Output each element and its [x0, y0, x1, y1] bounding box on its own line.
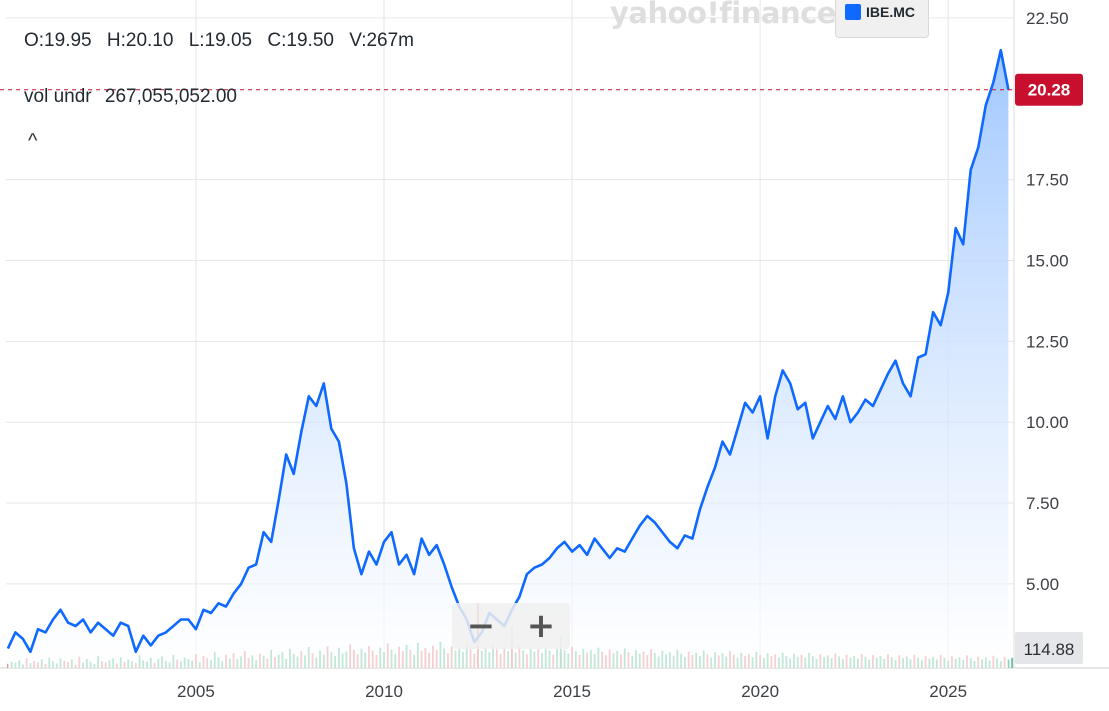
y-tick-label: 10.00: [1026, 413, 1069, 432]
volume-marker: [1015, 632, 1083, 664]
x-tick-label: 2015: [553, 682, 591, 701]
zoom-controls: − +: [452, 603, 570, 649]
last-price-label: 20.28: [1028, 81, 1071, 100]
x-tick-label: 2005: [177, 682, 215, 701]
axes: 5.00 7.50 10.00 12.50 15.00 17.50 22.50 2005 201…: [177, 9, 1083, 701]
volume-marker-label: 114.88: [1024, 640, 1075, 659]
legend-label: IBE.MC: [866, 4, 915, 20]
open-value: O:19.95: [24, 30, 92, 51]
y-tick-label: 15.00: [1026, 251, 1069, 270]
high-value: H:20.10: [106, 30, 174, 51]
close-value: C:19.50: [267, 30, 334, 51]
volume-value: V:267m: [349, 30, 415, 51]
last-price-marker: [1015, 73, 1083, 106]
volume-readout: vol undr 267,055,052.00: [24, 86, 245, 108]
x-tick-label: 2010: [365, 682, 403, 701]
ohlc-readout: O:19.95 H:20.10 L:19.05 C:19.50 V:267m: [24, 30, 424, 52]
low-value: L:19.05: [188, 30, 253, 51]
y-tick-label: 5.00: [1026, 575, 1059, 594]
y-tick-label: 7.50: [1026, 494, 1059, 513]
volume-bar: [1011, 657, 1014, 668]
zoom-out-button[interactable]: −: [466, 606, 496, 646]
x-tick-label: 2025: [929, 682, 967, 701]
legend-swatch: [845, 4, 861, 20]
yahoo-finance-watermark: yahoo!finance: [610, 0, 836, 30]
y-tick-label: 17.50: [1026, 171, 1069, 190]
volume-label: vol undr: [24, 86, 92, 107]
legend[interactable]: IBE.MC: [835, 0, 929, 38]
chevron-up-icon[interactable]: ^: [28, 130, 38, 152]
volume-number: 267,055,052.00: [104, 86, 237, 107]
y-tick-label: 12.50: [1026, 332, 1069, 351]
price-area: [7, 50, 1009, 668]
zoom-in-button[interactable]: +: [526, 606, 556, 646]
y-tick-label: 22.50: [1026, 9, 1069, 28]
price-area-fill: [7, 50, 1009, 668]
volume-bar: [6, 663, 9, 668]
x-tick-label: 2020: [741, 682, 779, 701]
